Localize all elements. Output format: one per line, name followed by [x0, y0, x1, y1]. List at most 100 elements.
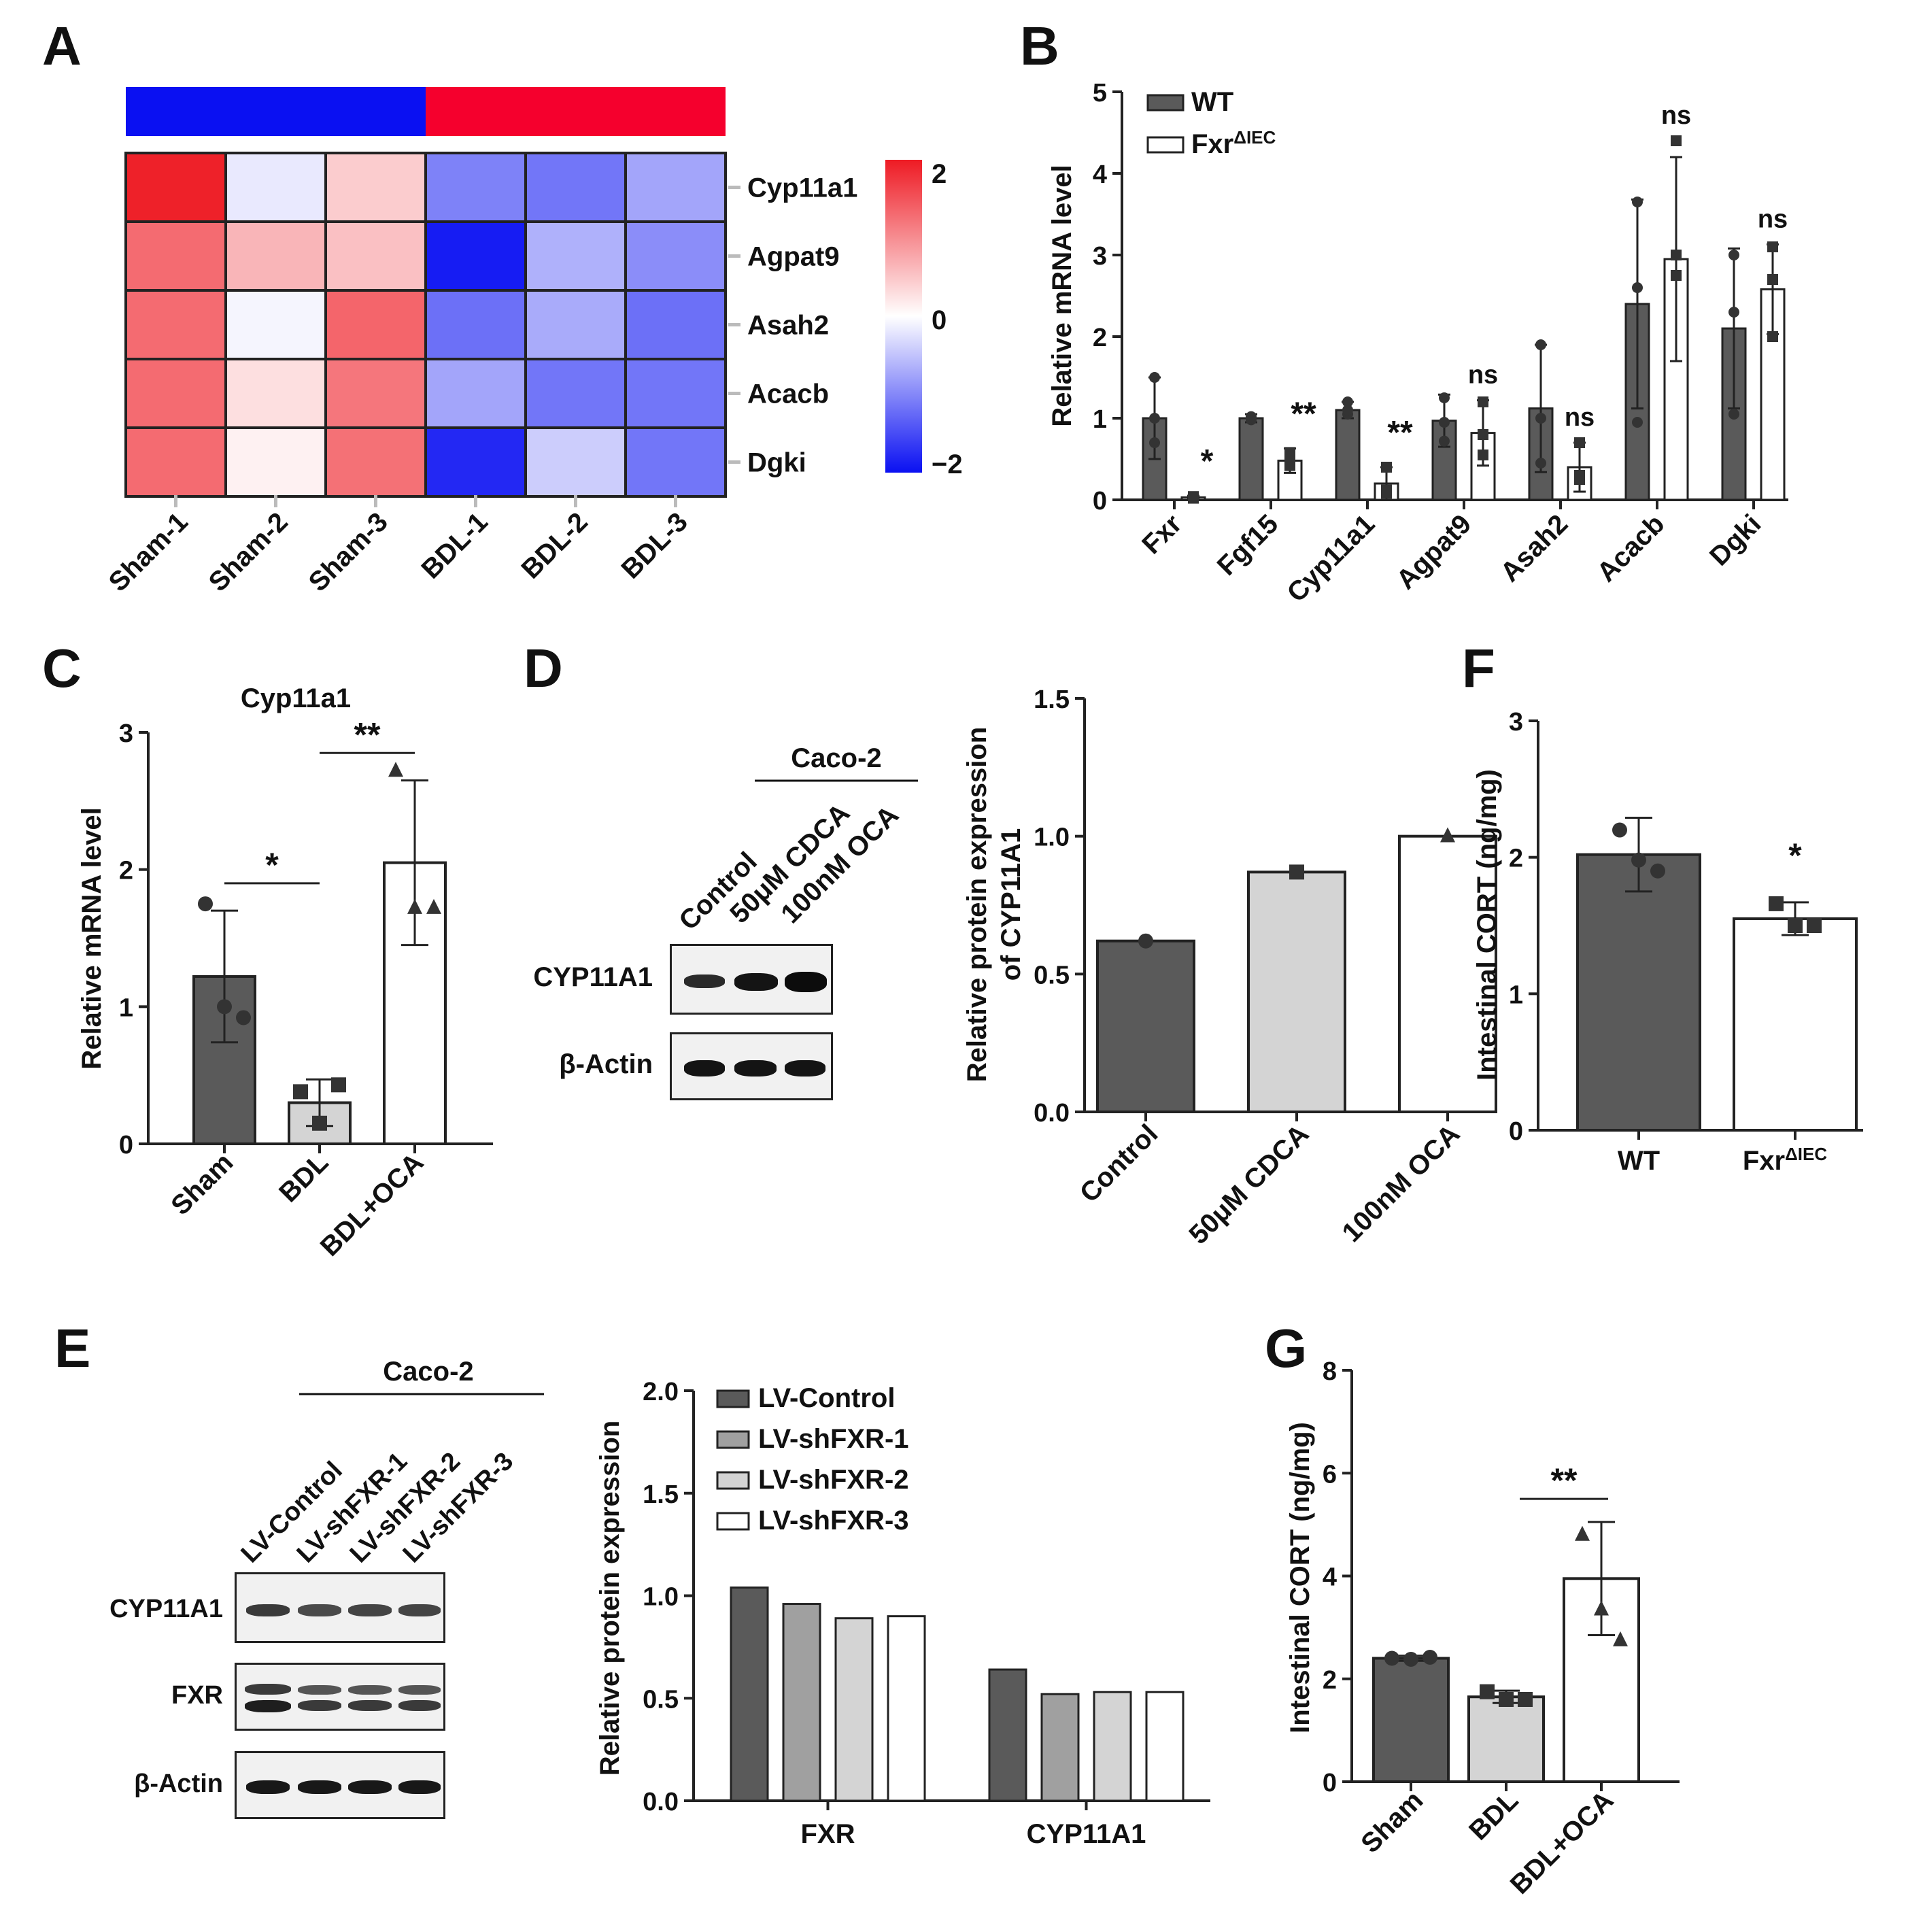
gene-label: Dgki	[747, 448, 806, 478]
y-tick-label: 8	[1323, 1357, 1337, 1386]
heatmap-cell	[524, 152, 627, 223]
blot-e-row-label: CYP11A1	[109, 1595, 223, 1623]
data-point-wt	[1728, 250, 1739, 260]
y-tick-label: 0	[119, 1131, 133, 1159]
y-tick-label: 4	[1093, 160, 1107, 189]
bar	[1372, 1657, 1450, 1783]
y-tick-label: 2.0	[643, 1378, 679, 1406]
sample-label: Sham-2	[203, 507, 294, 597]
x-tick-label: Dgki	[1704, 509, 1767, 571]
significance-label: ns	[1661, 101, 1691, 130]
y-axis-title: Relative protein expression	[962, 727, 992, 1082]
blot-d-header: Caco-2	[791, 743, 881, 773]
y-tick-label: 1.0	[1034, 824, 1070, 852]
x-tick-label: BDL	[1463, 1785, 1524, 1846]
heatmap-cell	[324, 220, 427, 292]
data-point-ko	[1767, 331, 1778, 342]
legend-swatch-ko	[1146, 136, 1185, 154]
y-tick-label: 1.5	[1034, 685, 1070, 714]
gene-label: Agpat9	[747, 242, 840, 272]
x-tick-label: Cyp11a1	[1281, 509, 1380, 608]
bar-wt	[1238, 417, 1264, 501]
panel-b-bar-chart: 0 1 2 3 4 5 Relative mRNA level * Fxr ** Fgf15 ** Cy…	[1047, 79, 1788, 608]
heatmap-cell	[124, 220, 227, 292]
data-point	[1769, 896, 1784, 911]
heatmap-cell	[324, 426, 427, 498]
legend-label: LV-shFXR-2	[758, 1465, 909, 1495]
data-point-wt	[1632, 197, 1643, 207]
sample-label: Sham-3	[303, 507, 394, 597]
x-tick-label: 100nM OCA	[1337, 1119, 1466, 1248]
panel-letter-c: C	[42, 638, 82, 698]
data-point-ko	[1574, 470, 1585, 481]
bar-lv-control	[988, 1668, 1027, 1802]
panel-letter-d: D	[524, 638, 563, 698]
panel-g-bar-chart: 0 2 4 6 8 Intestinal CORT (ng/mg) ** Sham BDLBDL…	[1285, 1357, 1680, 1900]
heatmap-cell	[224, 289, 327, 360]
heatmap-cell	[324, 289, 427, 360]
scale-label: 0	[932, 305, 947, 335]
significance-label: *	[1201, 443, 1214, 479]
data-point-ko	[1767, 241, 1778, 252]
bar	[1096, 939, 1195, 1114]
heatmap-cell	[224, 220, 327, 292]
panel-a-heatmap: Cyp11a1 Agpat9 Asah2 Acacb Dgki Sham-1 Sham-2 S…	[103, 87, 963, 598]
heatmap-cell	[324, 358, 427, 429]
bar-wt	[1335, 409, 1361, 501]
heatmap-cell	[524, 358, 627, 429]
legend-label: LV-shFXR-1	[758, 1424, 909, 1454]
y-tick-label: 6	[1323, 1460, 1337, 1489]
heatmap-cell	[124, 426, 227, 498]
data-point-ko	[1767, 274, 1778, 285]
x-tick-label-main: Fxr	[1743, 1146, 1785, 1176]
legend-swatch	[716, 1389, 750, 1408]
legend-label-wt: WT	[1191, 87, 1233, 117]
y-tick-label: 1	[1093, 405, 1107, 434]
sample-label: BDL-3	[615, 507, 693, 584]
heatmap-cell	[124, 152, 227, 223]
heatmap-cell	[424, 358, 527, 429]
data-point-wt	[1439, 435, 1450, 447]
blot-e-header: Caco-2	[383, 1357, 473, 1387]
y-tick-label: 0	[1323, 1769, 1337, 1797]
x-tick-label: BDL+OCA	[315, 1147, 430, 1262]
sample-label: BDL-1	[415, 507, 493, 584]
data-point-ko	[1671, 250, 1682, 260]
bar	[1247, 870, 1346, 1113]
y-tick-label: 0	[1093, 487, 1107, 515]
y-tick-label: 1	[119, 994, 133, 1022]
heatmap-cell	[624, 152, 727, 223]
y-tick-label: 4	[1323, 1563, 1337, 1592]
panel-letter-a: A	[42, 16, 82, 76]
significance-label: **	[354, 715, 381, 753]
significance-label: ns	[1468, 361, 1498, 390]
bar	[1576, 853, 1701, 1132]
data-point	[1423, 1649, 1437, 1665]
legend-swatch-wt	[1146, 94, 1185, 112]
data-point-wt	[1439, 392, 1450, 403]
panel-d-bar-chart: 0.0 0.5 1.0 1.5 Relative protein expression o…	[962, 685, 1497, 1250]
x-tick-label: FXR	[801, 1819, 855, 1849]
data-point-wt	[1439, 417, 1450, 428]
heatmap-cell	[424, 426, 527, 498]
legend-label: LV-Control	[758, 1383, 895, 1413]
legend-swatch	[716, 1430, 750, 1449]
x-tick-label: Fxr	[1136, 509, 1187, 560]
panel-letter-g: G	[1265, 1318, 1307, 1378]
y-tick-label: 0.0	[1034, 1099, 1070, 1128]
blot-d-beta-actin	[670, 1032, 833, 1100]
data-point-wt	[1535, 413, 1546, 424]
data-point	[1575, 1525, 1590, 1541]
data-point-wt	[1535, 458, 1546, 469]
heatmap-cell	[624, 289, 727, 360]
legend-label: LV-shFXR-3	[758, 1506, 909, 1536]
data-point	[407, 898, 422, 914]
bar-lv-shfxr-3	[1145, 1691, 1185, 1802]
legend-swatch	[716, 1512, 750, 1531]
sample-label: BDL-2	[515, 507, 593, 584]
blot-e-row-label: FXR	[171, 1681, 223, 1710]
data-point	[1631, 852, 1646, 868]
y-tick-label: 5	[1093, 79, 1107, 107]
